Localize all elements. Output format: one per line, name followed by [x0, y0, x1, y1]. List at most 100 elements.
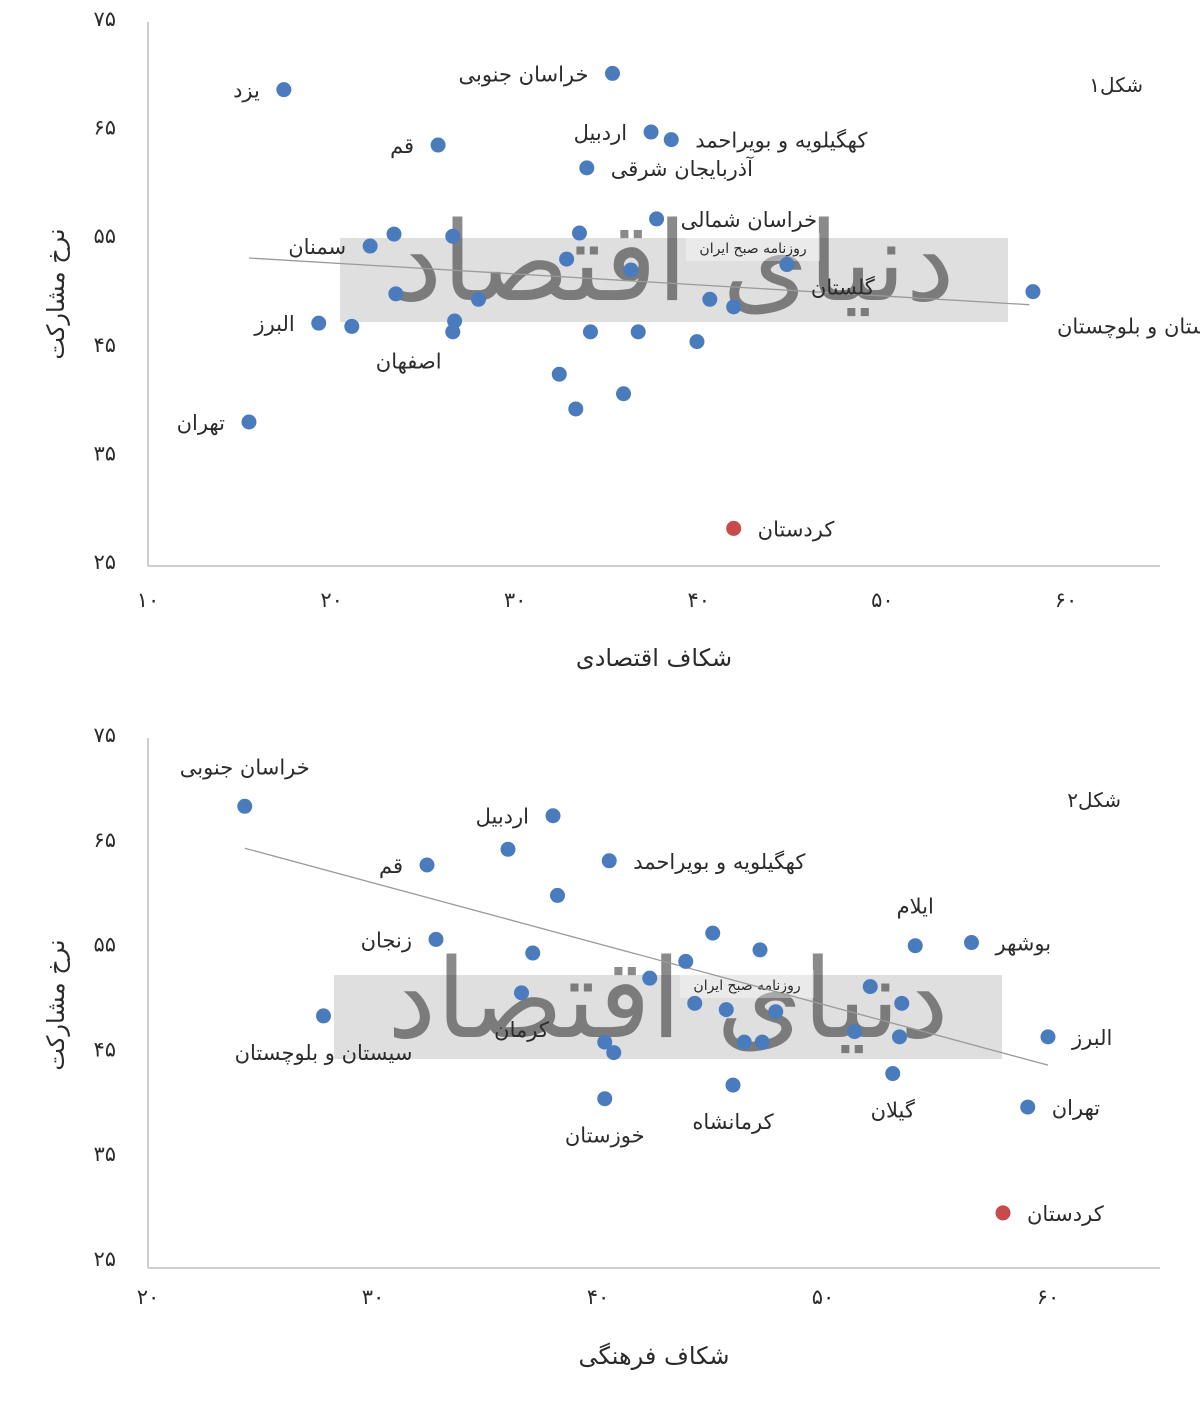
- data-point: [568, 401, 584, 417]
- data-point: [241, 414, 257, 430]
- point-label: گیلان: [871, 1099, 915, 1123]
- data-point: [551, 366, 567, 382]
- x-axis-title: شکاف اقتصادی: [576, 644, 732, 672]
- point-label: اردبیل: [574, 121, 627, 145]
- point-label: کرمانشاه: [692, 1110, 773, 1134]
- y-tick-label: ۴۵: [93, 1037, 116, 1061]
- data-point: [545, 808, 561, 824]
- data-point: [678, 953, 694, 969]
- data-point: [702, 291, 718, 307]
- y-tick-label: ۶۵: [93, 116, 116, 140]
- data-point: [1020, 1099, 1036, 1115]
- data-point: [582, 324, 598, 340]
- x-tick-label: ۲۰: [320, 588, 343, 612]
- chart-1: دنیای اقتصاد روزنامه صبح ایران ۲۵ ۳۵ ۴۵ ۵۵ ۶…: [42, 7, 1200, 672]
- data-point: [597, 1034, 613, 1050]
- data-point: [571, 225, 587, 241]
- point-label: خوزستان: [565, 1124, 645, 1148]
- point-label: یزد: [233, 79, 260, 103]
- y-tick-label: ۷۵: [93, 7, 116, 31]
- data-point: [430, 137, 446, 153]
- x-tick-label: ۲۰: [137, 1285, 160, 1309]
- point-label: سیستان و بلوچستان: [1057, 315, 1200, 339]
- data-point: [237, 798, 253, 814]
- data-point: [601, 853, 617, 869]
- point-label: کهگیلویه و بویراحمد: [695, 129, 867, 153]
- point-label: خراسان جنوبی: [458, 62, 588, 86]
- data-point: [605, 65, 621, 81]
- data-point-highlight: [995, 1205, 1011, 1221]
- x-tick-label: ۳۰: [362, 1285, 385, 1309]
- data-point: [643, 124, 659, 140]
- data-point: [630, 324, 646, 340]
- x-tick-label: ۳۰: [504, 588, 527, 612]
- point-label: اردبیل: [476, 805, 529, 829]
- point-label: کردستان: [758, 517, 835, 541]
- x-tick-label: ۱۰: [137, 588, 160, 612]
- point-label: آذربایجان شرقی: [611, 156, 754, 181]
- data-point: [311, 315, 327, 331]
- figure-label: شکل۲: [1067, 788, 1121, 812]
- data-point-highlight: [726, 520, 742, 536]
- data-point: [344, 318, 360, 334]
- watermark-title: دنیای اقتصاد: [393, 198, 955, 326]
- data-point: [500, 841, 516, 857]
- x-tick-label: ۴۰: [587, 1285, 610, 1309]
- x-tick-label: ۶۰: [1037, 1285, 1060, 1309]
- point-label: تهران: [177, 411, 226, 435]
- data-point: [362, 238, 378, 254]
- x-tick-label: ۴۰: [688, 588, 711, 612]
- data-point: [276, 82, 292, 98]
- point-label: بوشهر: [995, 932, 1052, 956]
- point-label: سیستان و بلوچستان: [235, 1041, 413, 1065]
- point-label: قم: [390, 134, 414, 159]
- point-label: ایلام: [897, 895, 934, 919]
- data-point: [428, 931, 444, 947]
- data-point: [559, 251, 575, 267]
- y-axis-title: نرخ مشارکت: [42, 939, 70, 1070]
- data-point: [445, 324, 461, 340]
- data-point: [1040, 1029, 1056, 1045]
- data-point: [768, 1004, 784, 1020]
- y-axis-title: نرخ مشارکت: [42, 228, 70, 359]
- watermark-subtitle: روزنامه صبح ایران: [699, 241, 806, 257]
- data-point: [445, 228, 461, 244]
- x-tick-label: ۶۰: [1055, 588, 1078, 612]
- x-tick-label: ۵۰: [871, 588, 894, 612]
- data-point: [388, 286, 404, 302]
- data-point: [689, 334, 705, 350]
- data-point: [718, 1002, 734, 1018]
- data-point: [386, 226, 402, 242]
- chart-2: دنیای اقتصاد روزنامه صبح ایران ۲۵ ۳۵ ۴۵ ۵۵ ۶…: [42, 723, 1160, 1370]
- y-tick-label: ۲۵: [93, 1247, 116, 1271]
- watermark-subtitle: روزنامه صبح ایران: [693, 978, 800, 994]
- data-point: [892, 1029, 907, 1045]
- data-point: [642, 970, 658, 986]
- x-tick-label: ۵۰: [812, 1285, 835, 1309]
- y-tick-label: ۵۵: [93, 933, 116, 957]
- data-point: [862, 979, 878, 995]
- data-point: [550, 887, 565, 903]
- data-point: [616, 386, 632, 402]
- data-point: [663, 132, 679, 148]
- point-label: قم: [379, 854, 403, 879]
- point-label: زنجان: [361, 928, 412, 952]
- data-point: [470, 291, 486, 307]
- data-point: [1025, 284, 1041, 300]
- trend-line: [248, 257, 1030, 306]
- point-label: اصفهان: [376, 349, 442, 373]
- point-label: البرز: [253, 312, 294, 336]
- data-point: [907, 938, 923, 954]
- y-tick-label: ۴۵: [93, 333, 116, 357]
- data-point: [964, 935, 979, 951]
- watermark-title: دنیای اقتصاد: [387, 935, 949, 1063]
- point-label: تهران: [1052, 1096, 1101, 1120]
- data-point: [525, 945, 541, 961]
- point-label: کردستان: [1027, 1202, 1104, 1226]
- trend-line: [244, 847, 1049, 1066]
- data-point: [847, 1024, 862, 1040]
- data-point: [705, 925, 721, 941]
- data-point: [894, 995, 910, 1011]
- point-label: خراسان شمالی: [681, 208, 818, 232]
